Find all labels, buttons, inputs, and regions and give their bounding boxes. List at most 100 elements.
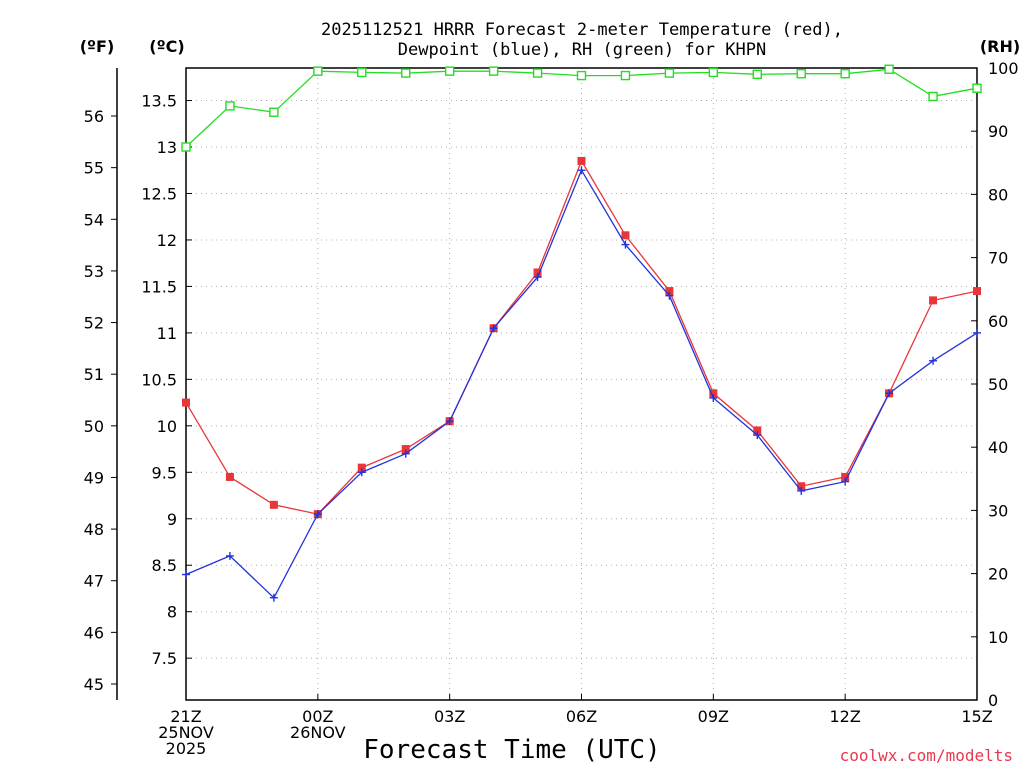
- dewpoint-point: [357, 468, 366, 477]
- rh-point: [313, 66, 323, 76]
- rh-point: [401, 68, 411, 78]
- celsius-tick-label: 12.5: [141, 184, 177, 203]
- rh-tick-label: 30: [988, 501, 1008, 520]
- temperature-point: [973, 287, 981, 296]
- dewpoint-point: [445, 417, 454, 426]
- fahrenheit-tick-label: 47: [84, 572, 104, 591]
- temperature-point: [401, 445, 410, 454]
- celsius-tick-label: 13: [157, 138, 177, 157]
- rh-point: [532, 68, 543, 78]
- dewpoint-point: [269, 593, 278, 602]
- credit-text: coolwx.com/modelts: [840, 746, 1013, 765]
- axes: 7.5 8 8.5 9 9.5 10 10.5 11 11.5 12 12.5 13 13.5 45 46 4…: [84, 59, 1019, 710]
- rh-tick-label: 60: [988, 312, 1008, 331]
- fahrenheit-tick-label: 46: [84, 623, 104, 642]
- temperature-point: [665, 287, 674, 296]
- temperature-point: [182, 398, 190, 407]
- dewpoint-point: [709, 393, 718, 402]
- celsius-unit-label: (ºC): [149, 37, 184, 56]
- fahrenheit-tick-label: 45: [84, 675, 104, 694]
- celsius-tick-label: 9.5: [152, 463, 177, 482]
- rh-point: [664, 68, 675, 78]
- dewpoint-point: [533, 273, 542, 282]
- celsius-tick-label: 11.5: [141, 277, 177, 296]
- x-tick-label: 00Z: [302, 707, 333, 726]
- x-tick-label: 2025: [166, 739, 207, 758]
- celsius-tick-label: 10.5: [141, 370, 177, 389]
- temperature-point: [225, 472, 234, 481]
- rh-tick-label: 50: [988, 375, 1008, 394]
- fahrenheit-unit-label: (ºF): [80, 37, 115, 56]
- temperature-point: [841, 472, 850, 481]
- dewpoint-point: [885, 389, 894, 398]
- rh-point: [708, 67, 719, 78]
- rh-point: [181, 142, 191, 152]
- rh-tick-label: 0: [988, 691, 998, 710]
- rh-point: [488, 66, 499, 76]
- celsius-tick-label: 13.5: [141, 92, 177, 111]
- temperature-point: [753, 426, 762, 435]
- rh-point: [796, 68, 806, 79]
- x-tick-label: 03Z: [434, 707, 465, 726]
- rh-unit-label: (RH): [980, 37, 1020, 56]
- dewpoint-point: [929, 356, 938, 365]
- temperature-point: [621, 231, 630, 240]
- x-tick-label: 12Z: [830, 707, 861, 726]
- x-tick-label: 21Z: [170, 707, 201, 726]
- fahrenheit-tick-label: 51: [84, 365, 104, 384]
- x-axis-label: Forecast Time (UTC): [363, 735, 660, 765]
- rh-point: [576, 70, 587, 81]
- dewpoint-point: [753, 431, 762, 440]
- temperature-point: [797, 482, 806, 491]
- dewpoint-point: [313, 510, 322, 519]
- rh-point: [357, 67, 367, 78]
- dewpoint-point: [225, 551, 234, 560]
- temperature-point: [269, 500, 278, 509]
- dewpoint-point: [489, 324, 498, 333]
- dewpoint-point: [665, 291, 674, 300]
- rh-point: [225, 101, 235, 111]
- celsius-tick-label: 11: [157, 324, 177, 343]
- rh-point: [928, 91, 938, 102]
- rh-tick-label: 20: [988, 565, 1008, 584]
- data-series: [181, 64, 982, 602]
- temperature-point: [929, 296, 938, 305]
- rh-tick-label: 70: [988, 249, 1008, 268]
- dewpoint-point: [841, 477, 850, 486]
- rh-point: [972, 83, 982, 93]
- dewpoint-point: [973, 328, 981, 337]
- dewpoint-point: [577, 166, 586, 175]
- rh-tick-label: 100: [988, 59, 1019, 78]
- rh-tick-label: 90: [988, 122, 1008, 141]
- rh-point: [444, 66, 455, 76]
- fahrenheit-tick-label: 48: [84, 520, 104, 539]
- rh-point: [884, 64, 894, 74]
- celsius-tick-label: 7.5: [152, 649, 177, 668]
- dewpoint-point: [182, 570, 190, 579]
- celsius-tick-label: 10: [157, 417, 177, 436]
- temperature-point: [357, 463, 366, 472]
- celsius-tick-label: 12: [157, 231, 177, 250]
- fahrenheit-tick-label: 50: [84, 417, 104, 436]
- temperature-point: [709, 389, 718, 398]
- dewpoint-point: [401, 449, 410, 458]
- rh-tick-label: 80: [988, 185, 1008, 204]
- grid-lines: [186, 68, 977, 700]
- x-tick-label: 15Z: [961, 707, 992, 726]
- fahrenheit-tick-label: 52: [84, 314, 104, 333]
- rh-point: [620, 70, 631, 81]
- chart-title-line2: Dewpoint (blue), RH (green) for KHPN: [398, 40, 766, 60]
- fahrenheit-tick-label: 55: [84, 159, 104, 178]
- rh-tick-label: 10: [988, 628, 1008, 647]
- chart-title-line1: 2025112521 HRRR Forecast 2-meter Tempera…: [321, 20, 843, 40]
- fahrenheit-tick-label: 49: [84, 468, 104, 487]
- rh-point: [840, 68, 850, 79]
- temperature-point: [533, 268, 542, 277]
- rh-point: [269, 107, 279, 117]
- fahrenheit-tick-label: 53: [84, 262, 104, 281]
- fahrenheit-tick-label: 56: [84, 107, 104, 126]
- x-tick-label: 09Z: [698, 707, 729, 726]
- x-tick-label: 06Z: [566, 707, 597, 726]
- celsius-tick-label: 8.5: [152, 556, 177, 575]
